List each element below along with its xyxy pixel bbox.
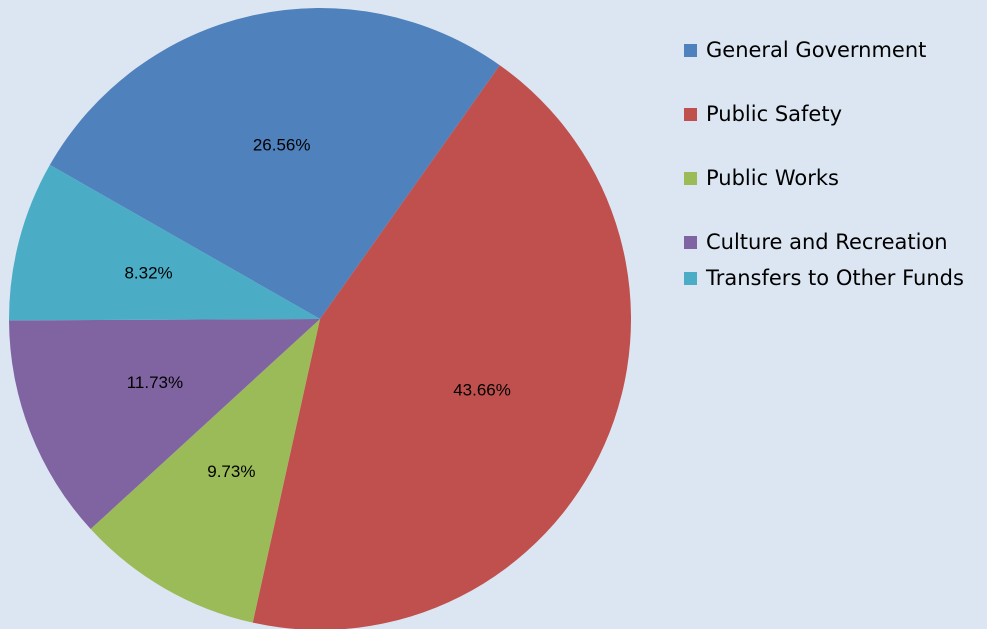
pie-slice: [9, 164, 320, 321]
legend-label: Public Safety: [706, 102, 842, 126]
legend-swatch: [684, 44, 697, 57]
legend-item: Transfers to Other Funds: [684, 266, 984, 290]
legend-label: General Government: [706, 38, 927, 62]
legend-swatch: [684, 172, 697, 185]
legend-label: Culture and Recreation: [706, 230, 948, 254]
legend-item: Culture and Recreation: [684, 230, 984, 254]
pie-slice: [9, 319, 320, 530]
data-label: 11.73%: [127, 373, 183, 392]
legend-item: General Government: [684, 38, 984, 62]
legend-item: Public Works: [684, 166, 984, 190]
legend-swatch: [684, 272, 697, 285]
legend-swatch: [684, 236, 697, 249]
data-label: 8.32%: [124, 263, 172, 282]
pie-slice: [252, 65, 631, 629]
data-label: 43.66%: [453, 380, 511, 399]
pie-slice: [90, 319, 320, 623]
data-label: 9.73%: [207, 462, 255, 481]
legend-label: Transfers to Other Funds: [706, 266, 964, 290]
legend: General Government Public Safety Public Wo…: [684, 38, 984, 330]
data-label: 26.56%: [253, 135, 311, 154]
pie-slice: [49, 7, 500, 320]
legend-item: Public Safety: [684, 102, 984, 126]
legend-swatch: [684, 108, 697, 121]
legend-label: Public Works: [706, 166, 839, 190]
